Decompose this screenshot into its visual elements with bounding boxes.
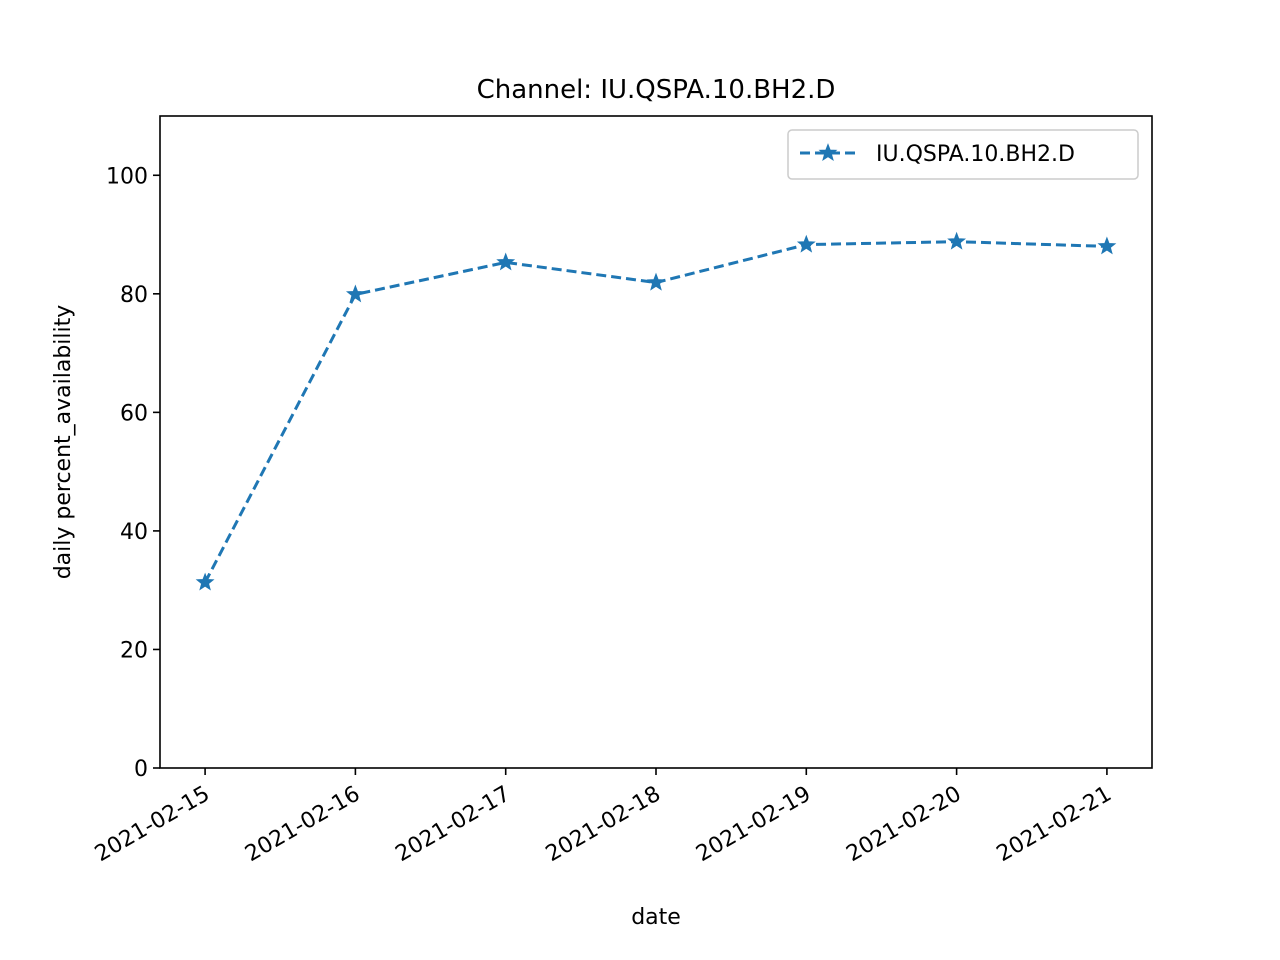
y-axis: 0 20 40 60 80 100 (106, 164, 160, 782)
x-tick-label: 2021-02-17 (391, 782, 514, 868)
y-axis-label: daily percent_availability (51, 305, 76, 580)
x-tick-label: 2021-02-16 (241, 782, 364, 868)
data-point (796, 234, 816, 253)
x-tick-label: 2021-02-21 (993, 782, 1116, 868)
data-point (496, 252, 516, 271)
y-tick-label: 20 (120, 638, 148, 663)
x-tick-label: 2021-02-15 (91, 782, 214, 868)
plot-frame (159, 115, 1153, 769)
legend-label: IU.QSPA.10.BH2.D (876, 142, 1075, 167)
y-tick-label: 80 (120, 283, 148, 308)
series-layer (195, 231, 1117, 591)
chart-title: Channel: IU.QSPA.10.BH2.D (477, 75, 836, 105)
x-tick-label: 2021-02-18 (542, 782, 665, 868)
x-tick-label: 2021-02-20 (842, 782, 965, 868)
legend-star-marker (818, 143, 838, 162)
y-tick-label: 40 (120, 520, 148, 545)
data-point (1097, 236, 1117, 255)
legend: IU.QSPA.10.BH2.D (787, 129, 1139, 180)
data-point (947, 231, 967, 250)
data-point (646, 272, 666, 291)
y-tick-label: 60 (120, 401, 148, 426)
legend-box (787, 129, 1139, 180)
y-tick-label: 0 (134, 757, 148, 782)
y-tick-label: 100 (106, 164, 148, 189)
legend-marker (818, 143, 838, 162)
series-line (203, 240, 1107, 584)
data-point (345, 284, 365, 303)
x-axis: 2021-02-15 2021-02-16 2021-02-17 2021-02-18… (91, 768, 1116, 867)
x-tick-label: 2021-02-19 (692, 782, 815, 868)
data-point (195, 572, 215, 591)
x-axis-label: date (631, 905, 681, 930)
